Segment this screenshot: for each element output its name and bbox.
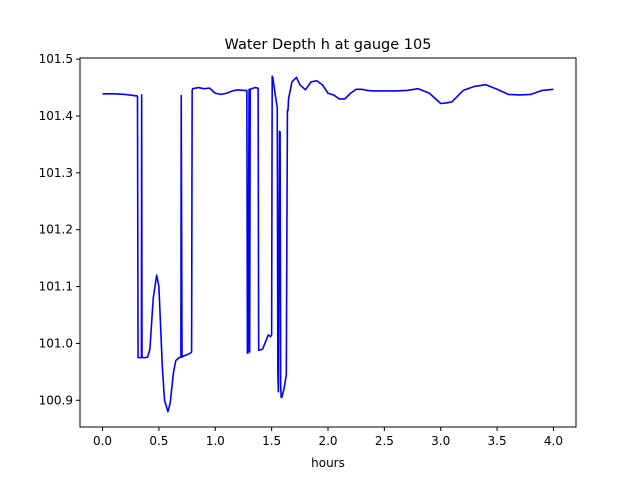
series-line-0 [102, 75, 554, 413]
x-tick-label: 3.0 [431, 434, 450, 448]
x-axis-label: hours [311, 456, 345, 470]
y-tick-label: 100.9 [39, 393, 73, 407]
x-tick-label: 0.0 [93, 434, 112, 448]
plot-frame [79, 57, 577, 428]
y-tick-label: 101.3 [39, 166, 73, 180]
y-tick-label: 101.0 [39, 336, 73, 350]
x-tick-label: 3.5 [488, 434, 507, 448]
y-tick-label: 101.1 [39, 280, 73, 294]
series-line-group [102, 75, 554, 413]
y-tick-label: 101.4 [39, 109, 73, 123]
x-tick-label: 1.5 [262, 434, 281, 448]
x-tick-label: 4.0 [544, 434, 563, 448]
y-tick-label: 101.2 [39, 223, 73, 237]
y-tick-label: 101.5 [39, 52, 73, 66]
chart-title: Water Depth h at gauge 105 [225, 37, 432, 53]
x-tick-label: 2.0 [318, 434, 337, 448]
y-axis-ticks: 100.9 101.0 101.1 101.2 101.3 101.4 101.5 [39, 52, 80, 407]
x-tick-label: 0.5 [149, 434, 168, 448]
x-tick-label: 2.5 [375, 434, 394, 448]
x-tick-label: 1.0 [206, 434, 225, 448]
x-axis-ticks: 0.0 0.5 1.0 1.5 2.0 2.5 3.0 3.5 4.0 [93, 427, 563, 448]
